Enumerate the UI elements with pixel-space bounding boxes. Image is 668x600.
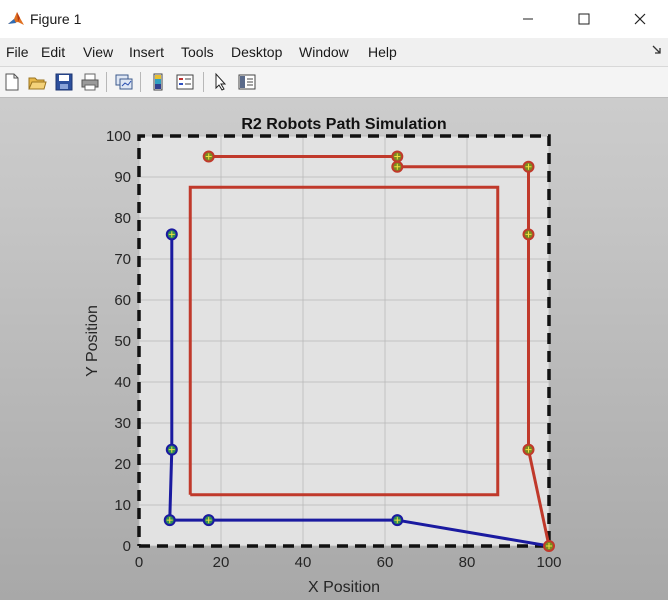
y-tick-label: 20: [114, 456, 131, 473]
plot-series: [163, 150, 555, 552]
waypoint-star: [166, 517, 173, 524]
y-tick-label: 40: [114, 374, 131, 391]
x-tick-label: 80: [459, 554, 476, 571]
waypoint-star: [546, 543, 552, 549]
close-button[interactable]: [612, 0, 668, 38]
waypoint-star: [394, 517, 401, 524]
waypoint-star: [394, 163, 401, 170]
waypoint-star: [394, 153, 401, 160]
waypoint-star: [205, 153, 212, 160]
axis-ticks: 0 20 40 60 80 100 0 10 20 30 40 50 60 70 80 90 100: [106, 128, 562, 571]
y-tick-label: 30: [114, 415, 131, 432]
y-axis-label: Y Position: [84, 305, 101, 377]
menu-tools[interactable]: Tools: [181, 44, 214, 60]
y-tick-label: 70: [114, 251, 131, 268]
waypoint-star: [168, 231, 175, 238]
figure-toolbar: [0, 66, 668, 98]
chart-title: R2 Robots Path Simulation: [241, 116, 446, 133]
x-tick-label: 20: [213, 554, 230, 571]
robot-1-path[interactable]: [168, 234, 550, 548]
y-tick-label: 100: [106, 128, 131, 145]
menu-insert[interactable]: Insert: [129, 44, 165, 60]
window-title: Figure 1: [30, 11, 82, 27]
y-tick-label: 10: [114, 497, 131, 514]
y-tick-label: 50: [114, 333, 131, 350]
waypoint-star: [168, 446, 175, 453]
insert-colorbar-icon[interactable]: [148, 72, 168, 92]
figure-canvas: 0 20 40 60 80 100 0 10 20 30 40 50 60 70 80 90 100 R2 Ro…: [0, 97, 668, 600]
x-tick-label: 40: [295, 554, 312, 571]
window-titlebar: Figure 1: [0, 0, 668, 38]
waypoint-star: [525, 163, 532, 170]
y-tick-label: 90: [114, 169, 131, 186]
plot-shapes: [137, 134, 551, 548]
toolbar-separator: [203, 72, 204, 92]
menu-file[interactable]: File: [6, 44, 29, 60]
menu-help[interactable]: Help: [368, 44, 397, 60]
menu-window[interactable]: Window: [299, 44, 349, 60]
boundary-dashed-square: [137, 134, 551, 548]
minimize-button[interactable]: [500, 0, 556, 38]
new-figure-icon[interactable]: [2, 72, 22, 92]
property-inspector-icon[interactable]: [237, 72, 257, 92]
matlab-logo-icon: [8, 12, 24, 25]
waypoint-star: [525, 231, 532, 238]
open-file-icon[interactable]: [27, 72, 47, 92]
waypoint-star: [205, 517, 212, 524]
plot-svg: 0 20 40 60 80 100 0 10 20 30 40 50 60 70 80 90 100 R2 Ro…: [84, 116, 562, 596]
x-tick-label: 100: [536, 554, 561, 571]
insert-legend-icon[interactable]: [175, 72, 195, 92]
save-icon[interactable]: [54, 72, 74, 92]
print-icon[interactable]: [80, 72, 100, 92]
obstacle-square: [188, 185, 500, 497]
y-tick-label: 0: [123, 538, 131, 555]
edit-plot-arrow-icon[interactable]: [211, 72, 231, 92]
link-plot-icon[interactable]: [114, 72, 134, 92]
x-tick-label: 60: [377, 554, 394, 571]
x-axis-label: X Position: [308, 579, 380, 596]
menu-edit[interactable]: Edit: [41, 44, 66, 60]
minimize-icon: [523, 18, 533, 20]
menu-bar: File Edit View Insert Tools Desktop Wind…: [0, 38, 668, 66]
menu-desktop[interactable]: Desktop: [231, 44, 283, 60]
maximize-icon: [578, 13, 590, 25]
y-tick-label: 60: [114, 292, 131, 309]
waypoint-star: [525, 446, 532, 453]
x-tick-label: 0: [135, 554, 143, 571]
toolbar-separator: [106, 72, 107, 92]
toolbar-separator: [140, 72, 141, 92]
y-tick-label: 80: [114, 210, 131, 227]
close-icon: [634, 13, 646, 25]
dock-arrow-icon[interactable]: [652, 44, 662, 54]
menu-view[interactable]: View: [83, 44, 114, 60]
maximize-button[interactable]: [556, 0, 612, 38]
